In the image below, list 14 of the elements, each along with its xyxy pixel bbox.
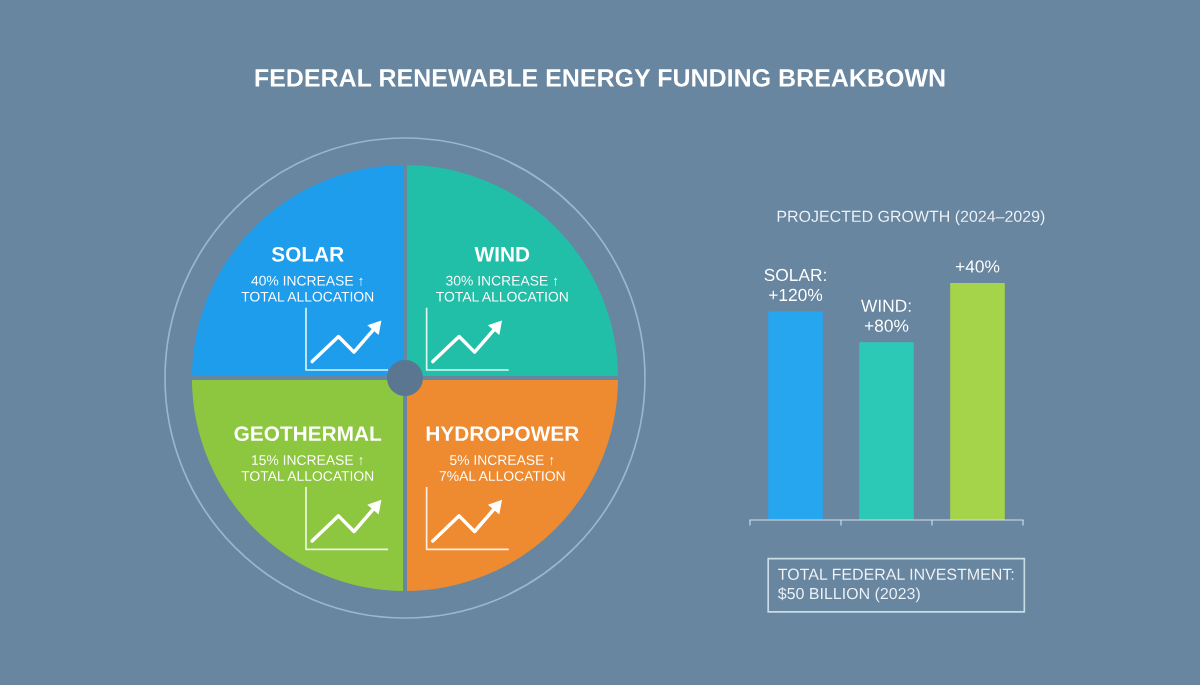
- slice-label: SOLAR: [271, 246, 344, 262]
- text: 30% INCREASE ↑ TOTAL ALLOCATION: [436, 275, 568, 302]
- annotation: +40%: [955, 260, 1000, 273]
- text: TOTAL FEDERAL INVESTMENT: $50 BILLION (2023): [777, 568, 1014, 603]
- slice-label: HYDROPOWER: [426, 426, 579, 442]
- text: 5% INCREASE ↑ 7%AL ALLOCATION: [439, 455, 565, 481]
- slice-label: WIND: [474, 247, 530, 262]
- text: 40% INCREASE ↑ TOTAL ALLOCATION: [241, 275, 374, 302]
- slice-label: GEOTHERMAL: [234, 426, 382, 442]
- annotation: SOLAR: +120%: [764, 268, 826, 302]
- text: 15% INCREASE ↑ TOTAL ALLOCATION: [241, 455, 374, 481]
- chart-title: PROJECTED GROWTH (2024–2029): [777, 210, 1045, 226]
- chart-title: FEDERAL RENEWABLE ENERGY FUNDING BREAKBOWN: [255, 69, 945, 87]
- annotation: WIND: +80%: [861, 299, 911, 332]
